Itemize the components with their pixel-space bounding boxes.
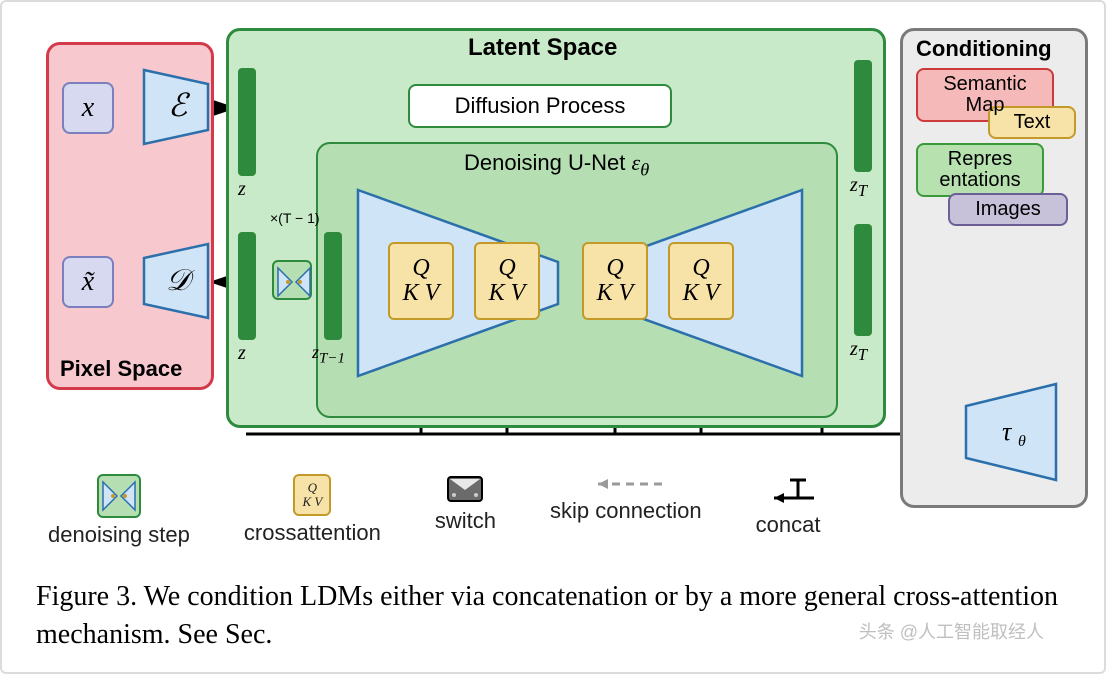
encoder-trapezoid: ℰ [144,70,208,144]
denoise-step-node [272,260,312,300]
zT-top-bar [854,60,872,172]
z-top-label: z [238,178,246,201]
qkv-block-4: QK V [668,242,734,320]
pixel-space-title: Pixel Space [60,356,182,382]
legend-concat: concat [756,474,821,538]
watermark: 头条 @人工智能取经人 [859,618,1044,644]
legend-cross: QK V crossattention [244,474,381,546]
xtilde-node: x̃ [62,256,114,308]
zTm1-label: zT−1 [312,342,345,368]
zT-top-label: zT [850,174,867,201]
zTm1-bar [324,232,342,340]
cond-title: Conditioning [916,36,1052,62]
unet-title: Denoising U-Net εθ [464,150,649,180]
tau-encoder: τ θ [966,384,1056,480]
legend-switch: switch [435,474,496,534]
diffusion-process-box: Diffusion Process [408,84,672,128]
cond-stack: Semantic Map Text Repres entations Image… [916,68,1074,226]
z-bot-label: z [238,342,246,365]
cond-images: Images [948,193,1068,226]
page: Pixel Space Latent Space Denoising U-Net… [0,0,1106,674]
legend-denoise: denoising step [48,474,190,548]
diagram-canvas: Pixel Space Latent Space Denoising U-Net… [16,14,1090,534]
qkv-block-3: QK V [582,242,648,320]
qkv-block-2: QK V [474,242,540,320]
x-node: x [62,82,114,134]
svg-text:θ: θ [1018,433,1026,450]
z-top-bar [238,68,256,176]
zT-bot-bar [854,224,872,336]
cond-repr: Repres entations [916,143,1044,197]
zT-bot-label: zT [850,338,867,365]
decoder-trapezoid: 𝒟 [144,244,208,318]
legend-skip: skip connection [550,474,702,524]
z-bot-bar [238,232,256,340]
qkv-block-1: QK V [388,242,454,320]
latent-title: Latent Space [468,34,617,62]
times-label: ×(T − 1) [270,210,320,226]
legend: denoising step QK V crossattention switc… [48,474,820,544]
